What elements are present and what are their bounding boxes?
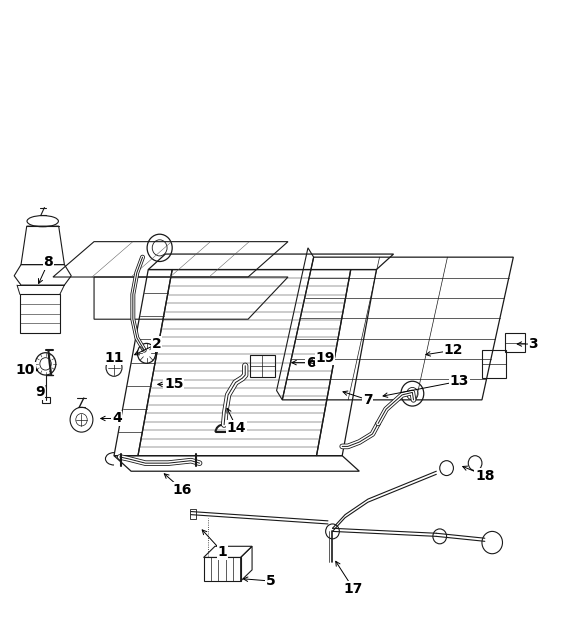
Text: 4: 4 — [112, 411, 122, 426]
Bar — [250, 354, 275, 377]
Bar — [190, 509, 196, 519]
Text: 9: 9 — [35, 386, 45, 399]
Text: 12: 12 — [444, 343, 463, 357]
Text: 2: 2 — [152, 337, 162, 351]
Text: 14: 14 — [227, 421, 247, 435]
Text: 11: 11 — [104, 351, 124, 365]
Text: 6: 6 — [306, 356, 316, 369]
Text: 16: 16 — [173, 483, 192, 497]
Text: 7: 7 — [363, 393, 373, 407]
Text: 18: 18 — [475, 468, 495, 483]
Text: 8: 8 — [44, 255, 54, 269]
Text: 15: 15 — [164, 377, 184, 391]
Text: 1: 1 — [218, 545, 228, 559]
Bar — [203, 558, 241, 581]
Text: 13: 13 — [449, 374, 469, 388]
Text: 17: 17 — [344, 582, 363, 596]
Text: 19: 19 — [316, 351, 335, 365]
Text: 5: 5 — [266, 574, 276, 588]
Bar — [505, 334, 525, 352]
Text: 3: 3 — [528, 337, 538, 351]
Text: 10: 10 — [16, 363, 35, 377]
